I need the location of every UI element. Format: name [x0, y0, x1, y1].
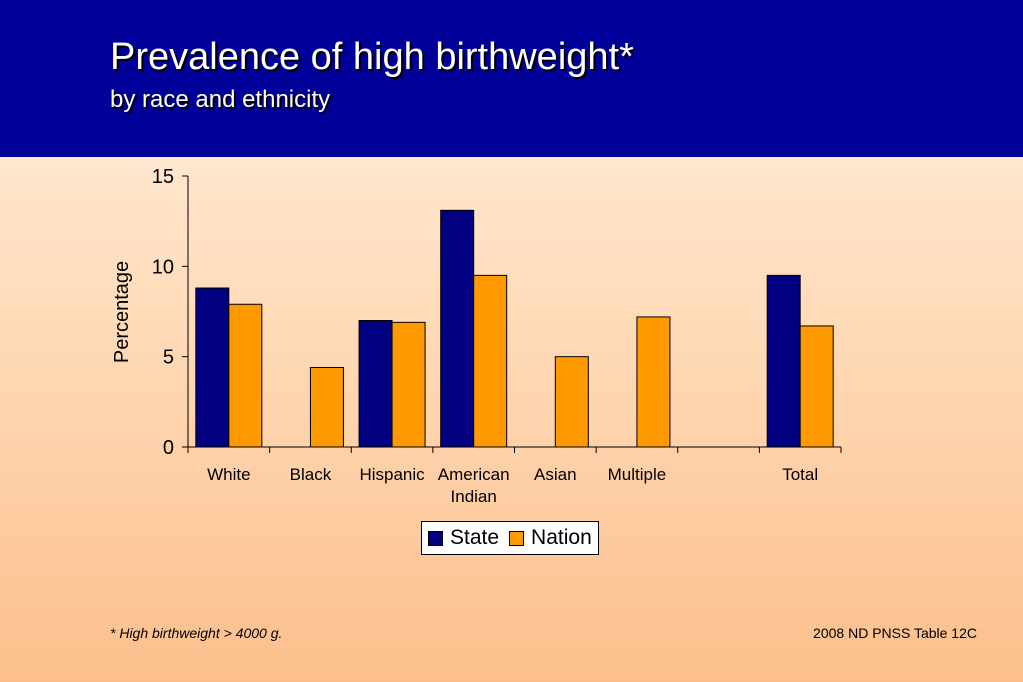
y-tick-label: 15 — [152, 166, 174, 188]
legend-swatch-state — [428, 530, 443, 546]
x-tick-labels: White Black Hispanic American Indian Asian Mul… — [207, 465, 818, 506]
legend: State Nation — [421, 521, 599, 555]
x-tick-label-white: White — [207, 465, 250, 484]
y-tick-label: 5 — [163, 347, 174, 369]
header-banner: Prevalence of high birthweight* by race … — [0, 0, 1023, 157]
x-tick-label-multiple: Multiple — [608, 465, 667, 484]
bar-nation-white — [228, 303, 263, 448]
bar-state-hispanic — [358, 320, 393, 448]
bar-nation-asian — [554, 356, 589, 448]
legend-label-nation: Nation — [531, 526, 592, 549]
x-tick-label-american-indian: American Indian — [438, 465, 510, 506]
page-subtitle: by race and ethnicity — [110, 86, 331, 113]
bar-state-american-indian — [440, 209, 475, 448]
x-tick-label-total: Total — [782, 465, 818, 484]
bar-state-white — [195, 287, 230, 448]
y-tick-label: 0 — [163, 437, 174, 459]
legend-label-state: State — [450, 526, 500, 549]
legend-item-state: State — [428, 526, 499, 550]
y-tick-label: 10 — [152, 256, 174, 278]
bar-nation-black — [309, 367, 344, 448]
legend-item-nation: Nation — [509, 526, 592, 550]
footnote: * High birthweight > 4000 g. — [110, 625, 283, 641]
bar-state-total — [766, 274, 801, 448]
page-title: Prevalence of high birthweight* — [110, 36, 634, 78]
source-note: 2008 ND PNSS Table 12C — [813, 625, 977, 641]
x-tick-label-asian: Asian — [534, 465, 577, 484]
y-axis-label: Percentage — [111, 261, 133, 363]
legend-swatch-nation — [509, 530, 525, 546]
bar-nation-multiple — [636, 316, 671, 448]
x-tick-label-black: Black — [290, 465, 332, 484]
y-tick-labels: 0 5 10 15 — [152, 166, 174, 459]
bar-nation-american-indian — [473, 274, 508, 448]
bar-nation-total — [799, 325, 834, 448]
bars-group — [195, 209, 834, 448]
x-tick-label-hispanic: Hispanic — [359, 465, 425, 484]
bar-nation-hispanic — [391, 321, 426, 448]
axes-group — [182, 175, 842, 453]
